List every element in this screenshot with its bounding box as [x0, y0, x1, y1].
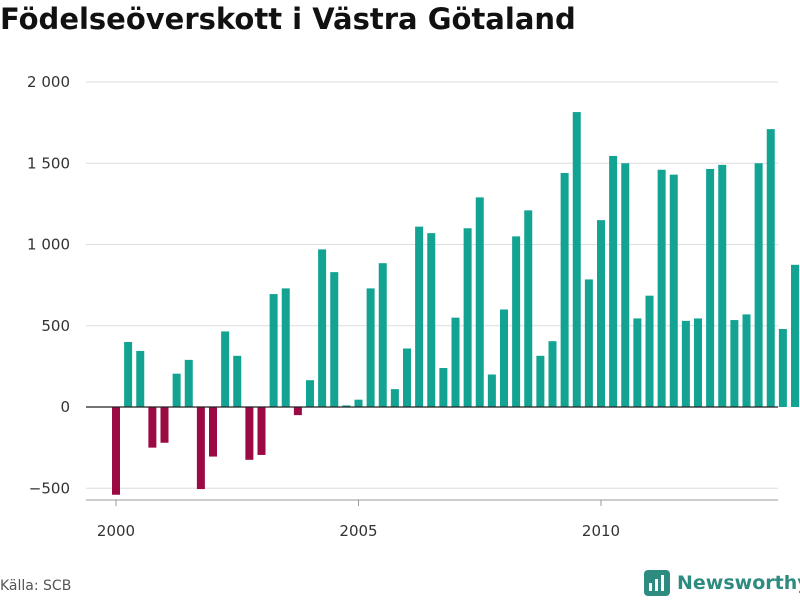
bar	[184, 359, 193, 408]
bar	[633, 318, 642, 407]
bar	[681, 320, 690, 408]
y-tick-label: 1 500	[27, 154, 70, 172]
bar	[609, 155, 618, 407]
bar	[306, 380, 314, 407]
bar	[366, 288, 375, 408]
y-tick-label: 500	[41, 317, 70, 335]
bar	[548, 341, 557, 407]
bar	[524, 210, 533, 408]
bar	[354, 399, 363, 407]
bar	[136, 350, 145, 407]
y-tick-label: −500	[29, 479, 70, 497]
bar	[694, 318, 702, 407]
bar	[560, 173, 569, 407]
bar	[512, 236, 521, 408]
source-note: Källa: SCB	[0, 578, 72, 594]
bar	[451, 317, 460, 408]
bar	[500, 309, 508, 407]
bar	[427, 233, 436, 408]
newsworthy-logo-icon	[644, 570, 670, 596]
bar	[463, 228, 472, 407]
y-tick-label: 1 000	[27, 236, 70, 254]
bar	[669, 174, 678, 408]
bar	[378, 263, 387, 407]
bar	[160, 407, 169, 443]
bar	[742, 314, 751, 408]
bar	[766, 129, 775, 408]
bar	[718, 164, 727, 408]
bar	[754, 163, 763, 407]
chart-title: Födelseöverskott i Västra Götaland	[0, 2, 576, 36]
bar	[536, 355, 545, 407]
bar	[209, 407, 217, 457]
brand-logo[interactable]: Newsworthy	[644, 570, 800, 596]
bar	[415, 226, 424, 408]
bar	[148, 407, 157, 448]
y-tick-label: 2 000	[27, 73, 70, 91]
bar	[293, 407, 302, 416]
bar	[196, 407, 205, 490]
bar	[233, 355, 242, 407]
bars	[112, 112, 799, 495]
brand-name: Newsworthy	[677, 572, 800, 594]
bar	[390, 389, 399, 408]
bar	[269, 294, 278, 407]
bar	[112, 407, 120, 495]
bar	[657, 169, 666, 407]
bar	[124, 342, 133, 407]
bar	[487, 374, 496, 407]
bar	[778, 329, 787, 407]
bar	[621, 163, 630, 407]
bar	[572, 112, 581, 407]
x-tick-label: 2005	[339, 522, 377, 540]
bar	[318, 249, 327, 408]
y-tick-label: 0	[60, 398, 70, 416]
bar	[403, 348, 411, 407]
bar	[584, 279, 593, 407]
bar	[330, 272, 339, 408]
bar	[791, 264, 799, 407]
bar	[342, 405, 351, 408]
bar	[257, 407, 266, 455]
x-tick-label: 2010	[582, 522, 620, 540]
bar	[281, 288, 290, 408]
bar	[172, 373, 181, 407]
bar	[706, 168, 715, 407]
x-tick-label: 2000	[97, 522, 135, 540]
bar	[221, 331, 230, 407]
bar	[730, 320, 739, 407]
bar	[645, 295, 654, 407]
bar	[439, 368, 448, 407]
bar	[597, 220, 605, 408]
bar	[475, 197, 484, 408]
bar	[245, 407, 254, 460]
